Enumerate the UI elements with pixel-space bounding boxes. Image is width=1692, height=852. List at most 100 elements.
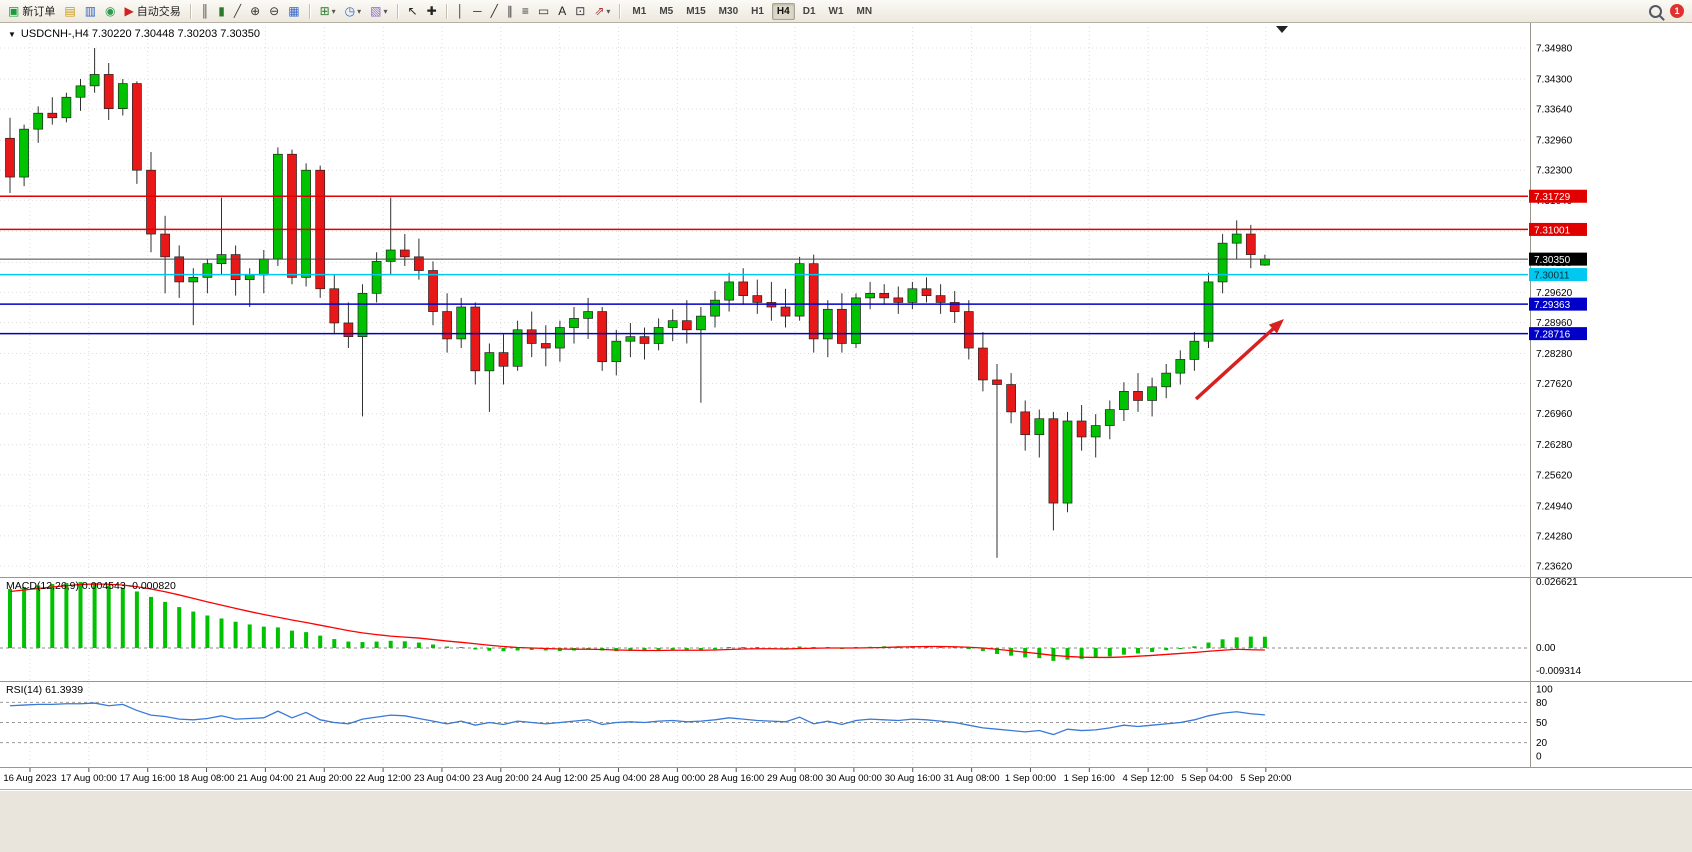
text-button[interactable]: A <box>554 1 570 21</box>
rsi-axis-label: 0 <box>1536 752 1542 763</box>
bull-candle <box>1203 281 1214 342</box>
timeframe-w1-button[interactable]: W1 <box>828 5 844 17</box>
notification-badge[interactable]: 1 <box>1670 4 1684 18</box>
line-chart-button[interactable]: ╱ <box>230 1 245 21</box>
macd-histogram-bar <box>727 647 732 648</box>
timeframe-mn-button[interactable]: MN <box>856 5 873 17</box>
trend-arrow[interactable] <box>1194 324 1278 401</box>
timeframe-h4-button[interactable]: H4 <box>771 2 795 20</box>
bull-candle <box>512 329 523 367</box>
chart-shift-marker[interactable] <box>1276 26 1288 33</box>
bull-candle <box>1189 340 1200 360</box>
chart-background <box>0 23 1692 791</box>
candlestick-chart-button[interactable]: ▮ <box>214 1 229 21</box>
time-axis-label: 16 Aug 2023 <box>3 773 56 784</box>
fibonacci-button[interactable]: ≡ <box>518 1 533 21</box>
time-axis-label: 21 Aug 20:00 <box>296 773 352 784</box>
macd-histogram-bar <box>1150 648 1155 652</box>
rsi-axis-label: 50 <box>1536 718 1548 729</box>
macd-histogram-bar <box>1051 648 1056 661</box>
bear-candle <box>442 311 452 340</box>
bear-candle <box>428 270 438 312</box>
chevron-down-icon: ▾ <box>357 6 362 16</box>
new-chart-button[interactable]: ⊞ ▾ <box>316 1 340 21</box>
bull-candle <box>611 340 622 363</box>
bear-candle <box>978 347 988 381</box>
zoom-in-button[interactable]: ⊕ <box>246 1 264 21</box>
macd-histogram-bar <box>938 646 943 648</box>
bull-candle <box>1260 258 1270 266</box>
bear-candle <box>1020 411 1031 436</box>
macd-histogram-bar <box>1220 639 1225 648</box>
tile-windows-button[interactable]: ▦ <box>284 1 303 21</box>
macd-axis-label: 0.00 <box>1536 643 1556 654</box>
cursor-button[interactable]: ↖ <box>404 1 422 21</box>
level-price-tag <box>1529 297 1587 311</box>
auto-trading-button-label: 自动交易 <box>136 6 181 18</box>
navigator-button[interactable]: ◉ <box>101 1 119 21</box>
shapes-button[interactable]: ▭ <box>534 1 553 21</box>
chart-menu-icon[interactable]: ▼ <box>8 29 16 39</box>
timeframe-m30-button[interactable]: M30 <box>718 5 739 17</box>
search-icon[interactable] <box>1649 4 1662 18</box>
bear-candle <box>752 295 763 303</box>
macd-histogram-bar <box>431 644 435 648</box>
navigator-icon: ◉ <box>105 4 116 18</box>
current-price-tag-label: 7.30350 <box>1534 255 1571 266</box>
price-axis-label: 7.23620 <box>1536 562 1573 573</box>
macd-histogram-bar <box>1121 648 1126 655</box>
charts-button[interactable]: ▤ <box>60 1 79 21</box>
macd-histogram-bar <box>346 641 351 648</box>
bull-candle <box>456 306 467 340</box>
timeframe-d1-button[interactable]: D1 <box>802 5 816 17</box>
bull-candle <box>794 263 805 317</box>
bear-candle <box>540 343 551 349</box>
indicators-button[interactable]: ▧ ▾ <box>366 1 391 21</box>
zoom-out-button[interactable]: ⊖ <box>265 1 283 21</box>
macd-histogram-bar <box>473 648 478 650</box>
level-price-tag-label: 7.28716 <box>1534 330 1571 341</box>
time-axis-label: 23 Aug 04:00 <box>414 773 470 784</box>
macd-axis-label: 0.026621 <box>1536 577 1578 588</box>
bear-candle <box>808 263 819 340</box>
market-watch-button[interactable]: ▥ <box>81 1 100 21</box>
channel-button[interactable]: ∥ <box>503 1 517 21</box>
period-button[interactable]: ◷ ▾ <box>341 1 366 21</box>
arrows-button[interactable]: ⇗ ▾ <box>590 1 614 21</box>
crosshair-icon: ✚ <box>426 4 437 18</box>
bull-candle <box>202 263 213 278</box>
bull-candle <box>907 288 918 303</box>
bull-candle <box>258 258 269 276</box>
horizontal-line-button[interactable]: ─ <box>469 1 486 21</box>
timeframe-h1-button[interactable]: H1 <box>751 5 764 17</box>
price-axis-label: 7.29620 <box>1536 288 1573 299</box>
new-order-icon: ▣ <box>8 4 20 18</box>
bear-candle <box>132 83 142 171</box>
crosshair-button[interactable]: ✚ <box>423 1 441 21</box>
time-axis-label: 23 Aug 20:00 <box>473 773 529 784</box>
bar-chart-button[interactable]: ║ <box>197 1 214 21</box>
macd-histogram-bar <box>741 647 746 648</box>
bull-candle <box>822 308 833 340</box>
time-axis-label: 5 Sep 20:00 <box>1240 773 1291 784</box>
timeframe-m1-button[interactable]: M1 <box>632 5 647 17</box>
vertical-line-button[interactable]: │ <box>453 1 469 21</box>
bear-candle <box>47 112 58 119</box>
trendline-icon: ╱ <box>490 4 498 18</box>
macd-histogram-bar <box>163 601 168 648</box>
macd-histogram-bar <box>332 639 337 648</box>
timeframe-m15-button[interactable]: M15 <box>686 5 706 17</box>
new-order-button[interactable]: ▣ 新订单 <box>4 1 59 21</box>
trendline-button[interactable]: ╱ <box>487 1 502 21</box>
timeframe-m5-button[interactable]: M5 <box>659 5 674 17</box>
chart-folder-icon: ▤ <box>64 4 76 18</box>
rsi-axis-label: 20 <box>1536 738 1548 749</box>
auto-trading-button[interactable]: ▶ 自动交易 <box>121 1 185 21</box>
toolbar-separator <box>189 3 192 19</box>
bull-candle <box>1175 359 1186 374</box>
level-price-tag-label: 7.31001 <box>1534 225 1571 236</box>
bull-candle <box>569 318 579 328</box>
label-button[interactable]: ⊡ <box>571 1 589 21</box>
channel-icon: ∥ <box>506 4 513 18</box>
chart-canvas[interactable]: 7.349807.343007.336407.329607.323007.316… <box>0 23 1692 791</box>
